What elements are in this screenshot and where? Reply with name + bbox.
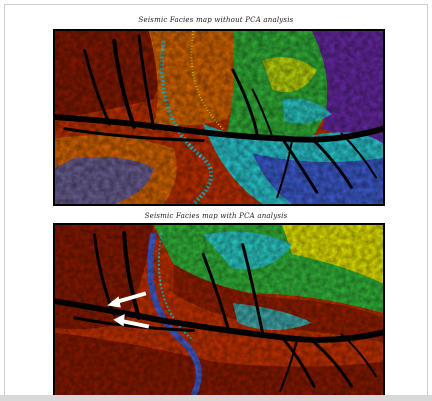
top-map-caption: Seismic Facies map without PCA analysis (138, 16, 294, 24)
bottom-map-caption: Seismic Facies map with PCA analysis (144, 212, 288, 220)
annotation-arrows (107, 291, 150, 329)
bottom-scrollbar-strip (0, 395, 432, 401)
seismic-map-with-pca (53, 223, 385, 397)
seismic-map-without-pca (53, 29, 385, 206)
